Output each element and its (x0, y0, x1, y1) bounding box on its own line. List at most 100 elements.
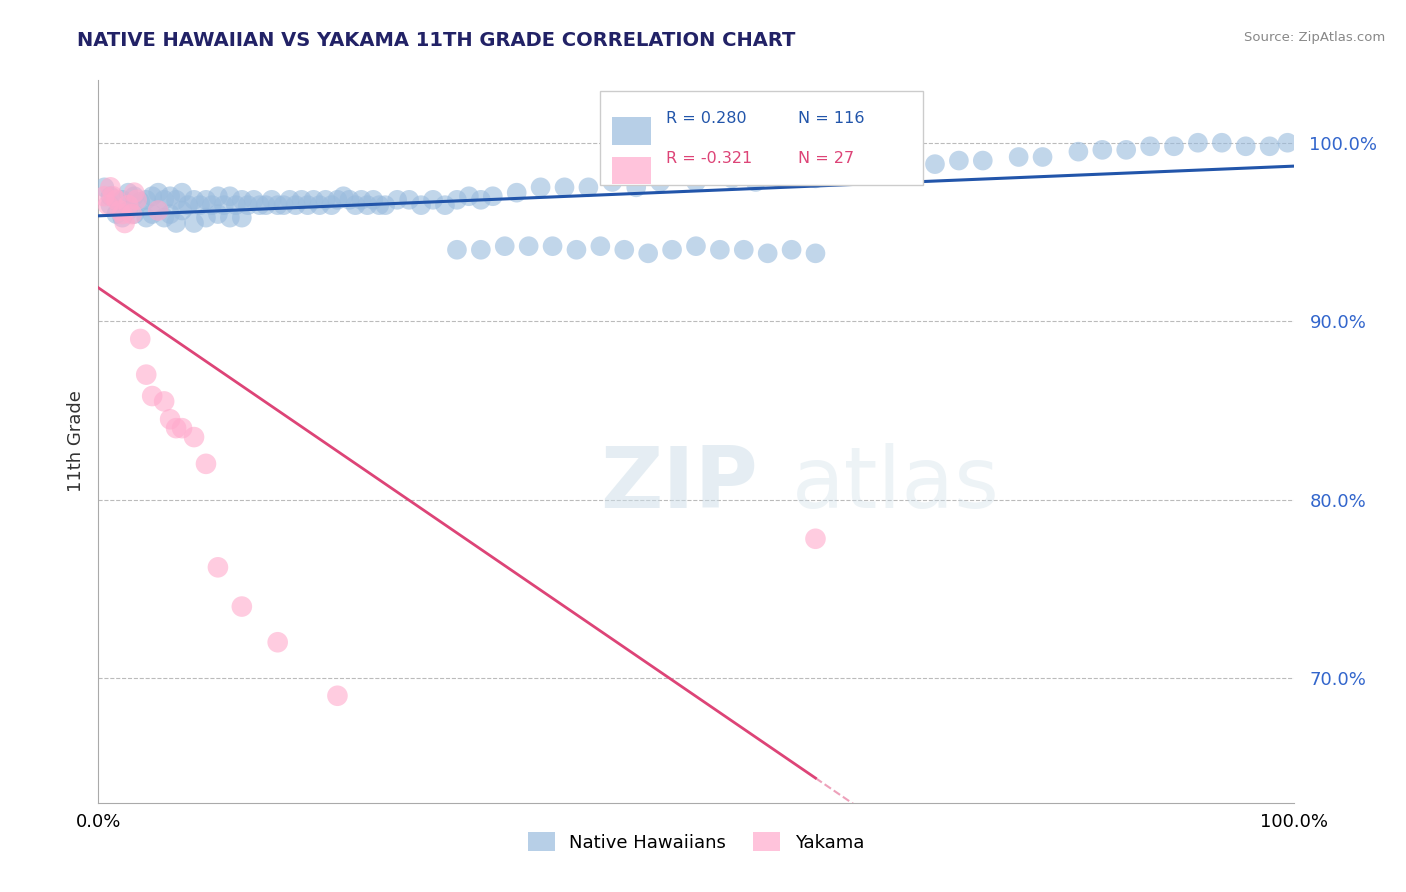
Point (1067, 145, 1090, 159)
Point (709, 243, 731, 257)
Point (111, 211, 134, 225)
Text: ZIP: ZIP (600, 443, 758, 526)
Point (446, 243, 468, 257)
Point (212, 198, 235, 212)
Point (231, 211, 253, 225)
Point (554, 180, 576, 194)
Point (368, 198, 391, 212)
Point (117, 186, 139, 200)
Point (121, 207, 143, 221)
Point (889, 157, 911, 171)
Point (470, 243, 492, 257)
Text: atlas: atlas (792, 443, 1000, 526)
Point (339, 193, 361, 207)
Point (804, 246, 827, 260)
Point (972, 153, 994, 168)
Point (201, 198, 224, 212)
Point (661, 243, 683, 257)
Point (458, 189, 481, 203)
Point (332, 189, 354, 203)
Point (153, 394, 176, 409)
Point (804, 532, 827, 546)
Point (219, 189, 242, 203)
Point (183, 216, 205, 230)
Point (93, 189, 115, 203)
Point (153, 193, 176, 207)
Point (98, 180, 122, 194)
Point (124, 207, 146, 221)
Bar (613, 157, 651, 185)
Point (494, 239, 516, 253)
Point (530, 180, 553, 194)
Point (254, 198, 277, 212)
Point (602, 175, 624, 189)
Point (841, 162, 863, 177)
Point (434, 198, 457, 212)
Point (183, 193, 205, 207)
Point (865, 162, 887, 177)
Point (124, 186, 146, 200)
Point (97, 198, 120, 212)
Point (124, 189, 146, 203)
Point (165, 216, 187, 230)
Point (111, 193, 134, 207)
Point (1277, 136, 1299, 150)
Point (315, 193, 337, 207)
Point (98, 198, 122, 212)
Point (159, 189, 181, 203)
Point (470, 193, 492, 207)
Point (188, 198, 211, 212)
Point (422, 193, 444, 207)
Bar (613, 117, 651, 145)
Point (733, 243, 755, 257)
Point (291, 193, 314, 207)
Point (148, 186, 170, 200)
Point (613, 243, 636, 257)
Point (141, 207, 163, 221)
Y-axis label: 11th Grade: 11th Grade (66, 391, 84, 492)
Point (172, 203, 194, 218)
Point (111, 207, 134, 221)
Point (219, 211, 242, 225)
Point (350, 193, 373, 207)
Point (243, 193, 266, 207)
Point (626, 180, 648, 194)
Point (363, 193, 385, 207)
Point (267, 635, 290, 649)
Point (105, 207, 128, 221)
Point (108, 203, 131, 218)
Text: N = 116: N = 116 (797, 112, 865, 126)
Point (374, 198, 396, 212)
Point (517, 239, 540, 253)
Point (721, 171, 744, 186)
Point (344, 198, 367, 212)
Point (159, 412, 181, 426)
Point (207, 207, 229, 221)
Point (321, 198, 343, 212)
Point (129, 194, 152, 209)
Point (165, 421, 187, 435)
Point (565, 243, 588, 257)
Point (1091, 143, 1114, 157)
Point (637, 246, 659, 260)
Point (195, 457, 218, 471)
Point (231, 193, 253, 207)
Point (297, 198, 319, 212)
Point (195, 211, 218, 225)
Point (1187, 136, 1209, 150)
Point (249, 198, 271, 212)
Point (948, 153, 970, 168)
Point (153, 211, 176, 225)
Point (398, 193, 420, 207)
Point (207, 560, 229, 574)
Point (648, 175, 672, 189)
Point (135, 193, 157, 207)
Point (481, 189, 505, 203)
Point (541, 239, 564, 253)
Point (165, 193, 187, 207)
Point (207, 189, 229, 203)
Legend: Native Hawaiians, Yakama: Native Hawaiians, Yakama (520, 825, 872, 859)
Point (183, 430, 205, 444)
Point (1115, 143, 1137, 157)
Point (159, 207, 181, 221)
